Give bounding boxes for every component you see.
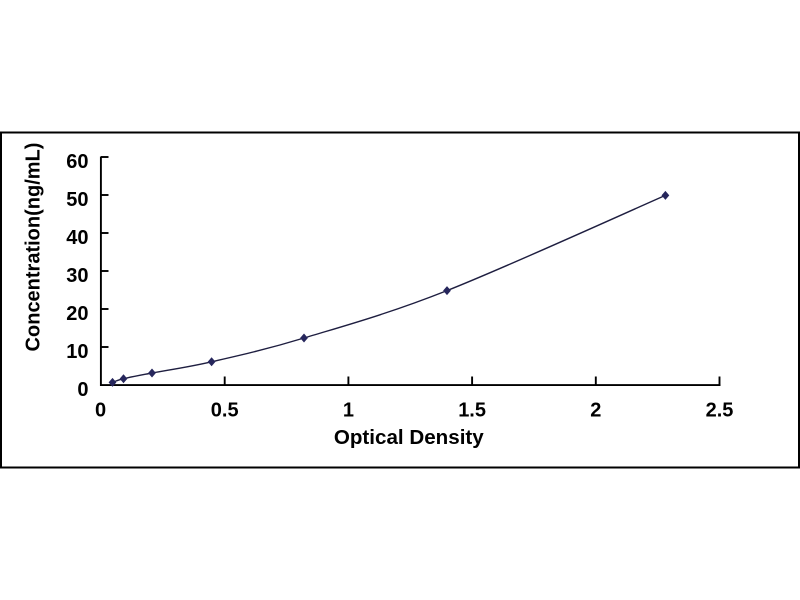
svg-text:0.5: 0.5	[211, 400, 239, 422]
svg-text:50: 50	[66, 189, 88, 211]
svg-text:2.5: 2.5	[706, 400, 734, 422]
svg-text:10: 10	[66, 341, 88, 363]
svg-text:40: 40	[66, 227, 88, 249]
svg-text:30: 30	[66, 265, 88, 287]
svg-text:Concentration(ng/mL): Concentration(ng/mL)	[23, 143, 45, 352]
svg-text:60: 60	[66, 151, 88, 173]
svg-text:1: 1	[343, 400, 354, 422]
svg-text:2: 2	[590, 400, 601, 422]
svg-text:20: 20	[66, 303, 88, 325]
svg-text:0: 0	[77, 379, 88, 401]
svg-text:Optical Density: Optical Density	[334, 426, 484, 449]
svg-text:1.5: 1.5	[458, 400, 486, 422]
svg-text:0: 0	[95, 400, 106, 422]
